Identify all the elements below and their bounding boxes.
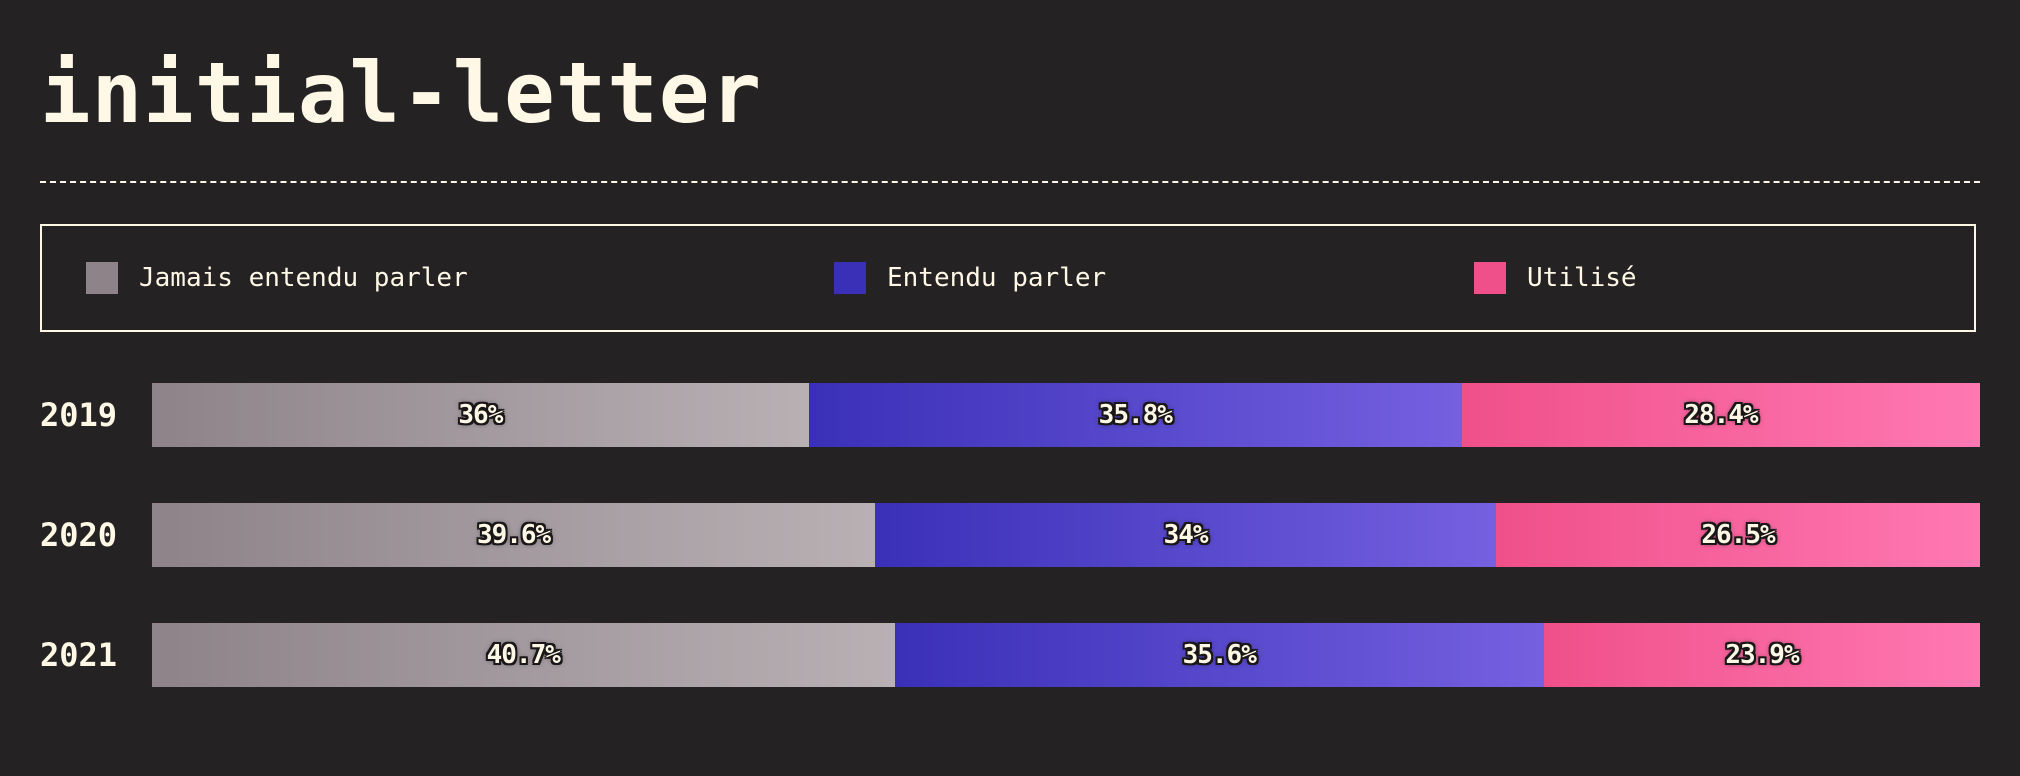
bar-row-2019: 36% 35.8% 28.4% [152,383,1980,447]
legend-label-used: Utilisé [1527,263,1637,293]
data-label-used-2021: 23.9% [1725,640,1799,670]
page-title: initial-letter [40,44,763,142]
row-label-2021: 2021 [40,636,118,674]
row-label-2019: 2019 [40,396,118,434]
legend-label-never: Jamais entendu parler [139,263,468,293]
data-label-used-2019: 28.4% [1684,400,1758,430]
data-label-never-2019: 36% [458,400,503,430]
bar-row-2021: 40.7% 35.6% 23.9% [152,623,1980,687]
bar-segment-used-2019: 28.4% [1461,383,1980,447]
bar-segment-heard-2019: 35.8% [808,383,1462,447]
bar-segment-never-2020: 39.6% [152,503,876,567]
legend-swatch-heard [834,262,866,294]
bar-segment-used-2021: 23.9% [1543,623,1980,687]
bar-segment-never-2021: 40.7% [152,623,895,687]
bar-segment-heard-2020: 34% [875,503,1497,567]
bar-segment-never-2019: 36% [152,383,809,447]
legend-item-used: Utilisé [1474,226,1637,330]
legend-item-heard: Entendu parler [834,226,1106,330]
row-label-2020: 2020 [40,516,118,554]
data-label-never-2020: 39.6% [476,520,551,550]
legend-item-never: Jamais entendu parler [86,226,468,330]
chart-legend: Jamais entendu parler Entendu parler Uti… [40,224,1976,332]
legend-swatch-used [1474,262,1506,294]
bar-row-2020: 39.6% 34% 26.5% [152,503,1980,567]
data-label-never-2021: 40.7% [486,640,561,670]
bar-segment-heard-2021: 35.6% [894,623,1544,687]
data-label-heard-2020: 34% [1163,520,1209,550]
legend-label-heard: Entendu parler [887,263,1107,293]
data-label-heard-2021: 35.6% [1182,640,1257,670]
title-divider [40,181,1980,183]
bar-segment-used-2020: 26.5% [1496,503,1980,567]
data-label-heard-2019: 35.8% [1098,400,1173,430]
data-label-used-2020: 26.5% [1701,520,1775,550]
legend-swatch-never [86,262,118,294]
